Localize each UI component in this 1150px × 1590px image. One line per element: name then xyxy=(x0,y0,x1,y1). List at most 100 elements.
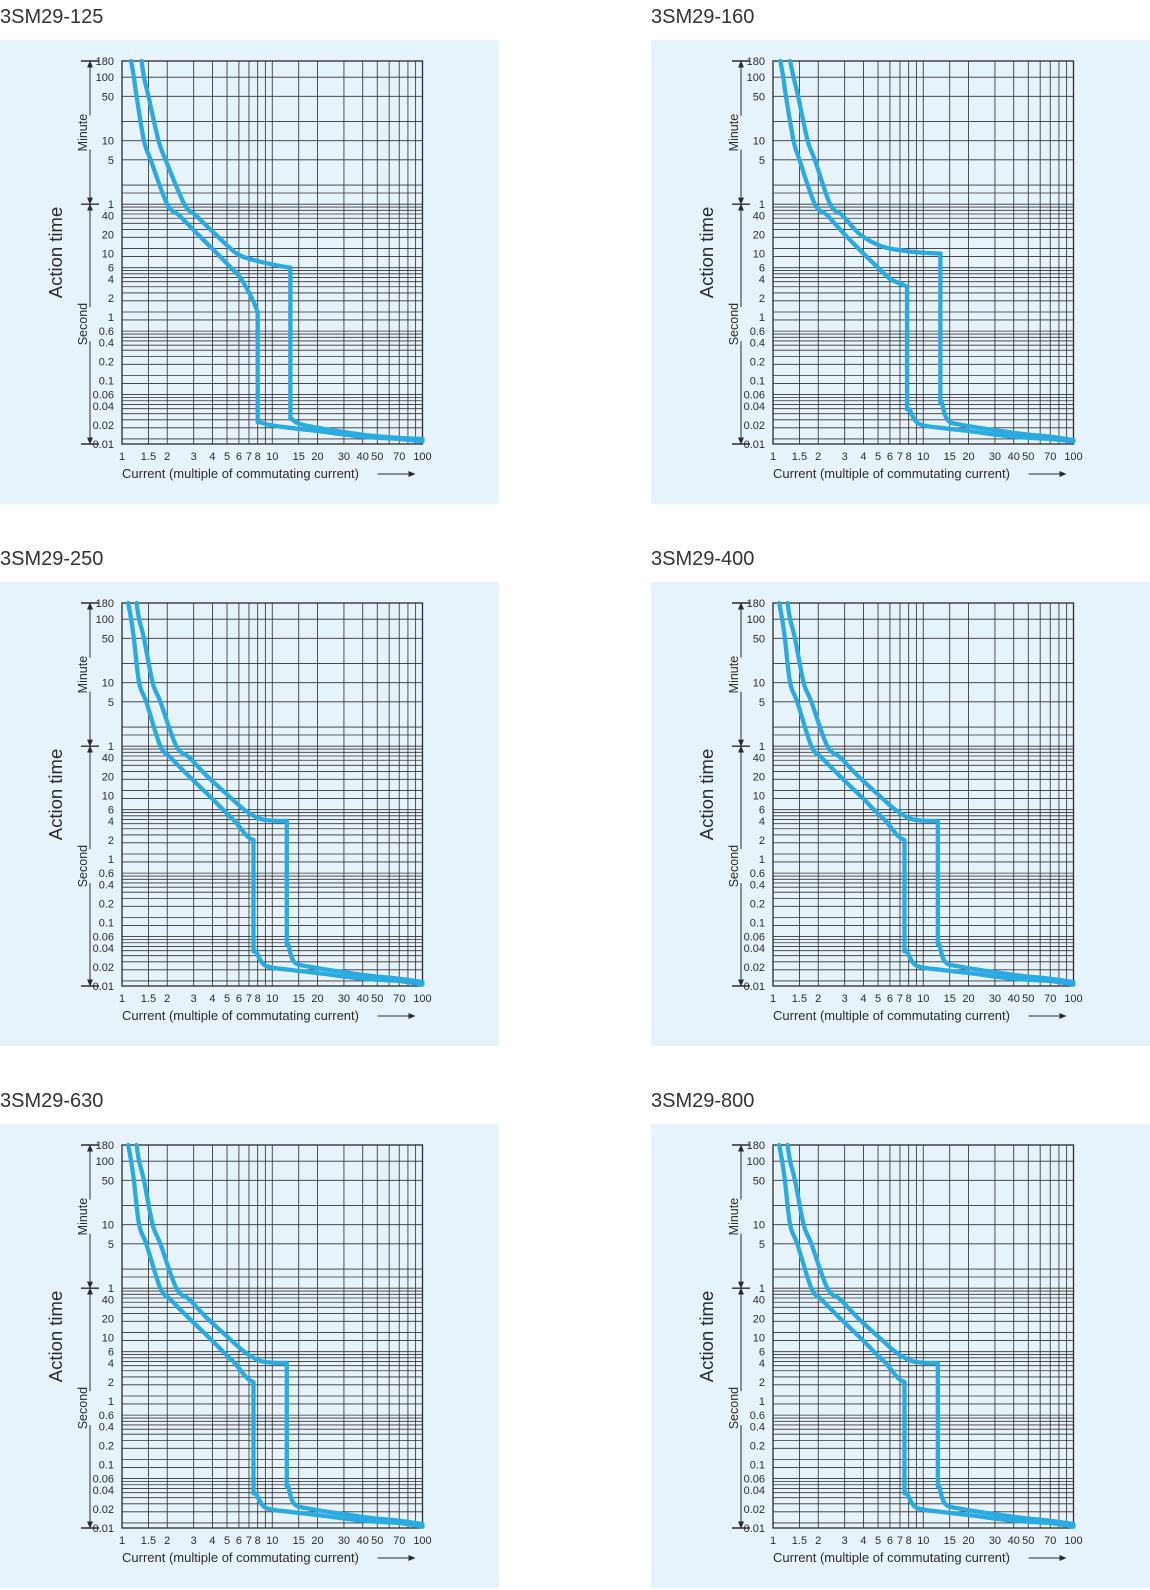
svg-text:100: 100 xyxy=(413,993,431,1005)
svg-text:10: 10 xyxy=(753,678,765,690)
svg-text:100: 100 xyxy=(96,614,114,626)
svg-text:Second: Second xyxy=(727,845,741,887)
svg-text:1: 1 xyxy=(759,854,765,866)
svg-text:6: 6 xyxy=(887,451,893,463)
svg-text:Action time: Action time xyxy=(45,749,66,841)
svg-text:30: 30 xyxy=(338,1535,350,1547)
svg-text:2: 2 xyxy=(815,1535,821,1547)
svg-text:5: 5 xyxy=(875,1535,881,1547)
svg-text:100: 100 xyxy=(96,1156,114,1168)
svg-text:2: 2 xyxy=(164,451,170,463)
svg-text:50: 50 xyxy=(102,633,114,645)
svg-text:40: 40 xyxy=(102,752,114,764)
svg-text:50: 50 xyxy=(753,633,765,645)
svg-text:5: 5 xyxy=(759,1239,765,1251)
svg-text:1: 1 xyxy=(119,993,125,1005)
svg-text:4: 4 xyxy=(108,274,114,286)
svg-text:20: 20 xyxy=(311,1535,323,1547)
svg-text:2: 2 xyxy=(815,993,821,1005)
svg-text:1: 1 xyxy=(770,1535,776,1547)
svg-text:Minute: Minute xyxy=(76,656,90,694)
svg-text:8: 8 xyxy=(255,1535,261,1547)
svg-text:100: 100 xyxy=(96,72,114,84)
svg-text:10: 10 xyxy=(753,249,765,261)
svg-text:3: 3 xyxy=(191,1535,197,1547)
svg-text:1.5: 1.5 xyxy=(792,451,807,463)
svg-text:100: 100 xyxy=(413,1535,431,1547)
svg-text:10: 10 xyxy=(102,678,114,690)
svg-text:50: 50 xyxy=(753,1175,765,1187)
svg-text:100: 100 xyxy=(1064,451,1082,463)
svg-text:40: 40 xyxy=(1008,1535,1020,1547)
svg-text:0.1: 0.1 xyxy=(99,918,114,930)
svg-text:180: 180 xyxy=(747,598,765,610)
svg-text:0.04: 0.04 xyxy=(93,401,114,413)
svg-text:1.5: 1.5 xyxy=(141,1535,156,1547)
svg-text:8: 8 xyxy=(906,451,912,463)
svg-text:100: 100 xyxy=(1064,1535,1082,1547)
svg-text:5: 5 xyxy=(759,697,765,709)
svg-text:30: 30 xyxy=(989,993,1001,1005)
svg-text:5: 5 xyxy=(108,155,114,167)
svg-text:2: 2 xyxy=(108,293,114,305)
svg-text:40: 40 xyxy=(1008,993,1020,1005)
svg-text:20: 20 xyxy=(102,229,114,241)
svg-text:0.02: 0.02 xyxy=(744,962,765,974)
svg-text:0.02: 0.02 xyxy=(93,420,114,432)
svg-text:0.4: 0.4 xyxy=(99,879,114,891)
svg-text:0.01: 0.01 xyxy=(744,981,765,993)
svg-text:5: 5 xyxy=(108,697,114,709)
svg-text:3: 3 xyxy=(842,993,848,1005)
svg-text:Current (multiple of commutati: Current (multiple of commutating current… xyxy=(122,1550,359,1565)
svg-text:1: 1 xyxy=(759,312,765,324)
svg-text:7: 7 xyxy=(897,1535,903,1547)
svg-text:0.1: 0.1 xyxy=(750,1460,765,1472)
svg-text:Minute: Minute xyxy=(76,114,90,152)
svg-text:Second: Second xyxy=(76,845,90,887)
svg-text:1: 1 xyxy=(108,1396,114,1408)
svg-text:10: 10 xyxy=(102,1333,114,1345)
svg-text:15: 15 xyxy=(293,993,305,1005)
svg-text:1: 1 xyxy=(770,993,776,1005)
svg-text:Action time: Action time xyxy=(696,207,717,299)
svg-text:0.2: 0.2 xyxy=(99,898,114,910)
svg-text:20: 20 xyxy=(753,1313,765,1325)
svg-text:10: 10 xyxy=(753,791,765,803)
svg-text:10: 10 xyxy=(753,1220,765,1232)
svg-text:4: 4 xyxy=(860,993,866,1005)
svg-text:3: 3 xyxy=(191,451,197,463)
svg-text:2: 2 xyxy=(759,293,765,305)
svg-text:4: 4 xyxy=(209,993,215,1005)
svg-text:30: 30 xyxy=(989,451,1001,463)
svg-text:50: 50 xyxy=(1022,451,1034,463)
svg-text:20: 20 xyxy=(753,771,765,783)
svg-text:40: 40 xyxy=(753,1294,765,1306)
svg-text:0.1: 0.1 xyxy=(750,918,765,930)
svg-text:0.04: 0.04 xyxy=(744,1485,765,1497)
svg-text:0.1: 0.1 xyxy=(99,1460,114,1472)
svg-text:180: 180 xyxy=(96,56,114,68)
svg-text:50: 50 xyxy=(371,993,383,1005)
svg-text:30: 30 xyxy=(989,1535,1001,1547)
svg-text:10: 10 xyxy=(753,136,765,148)
svg-text:Current (multiple of commutati: Current (multiple of commutating current… xyxy=(773,466,1010,481)
svg-text:5: 5 xyxy=(875,451,881,463)
svg-text:6: 6 xyxy=(887,993,893,1005)
svg-text:5: 5 xyxy=(224,451,230,463)
svg-text:0.2: 0.2 xyxy=(750,356,765,368)
svg-text:Second: Second xyxy=(727,1387,741,1429)
svg-text:7: 7 xyxy=(897,451,903,463)
svg-text:20: 20 xyxy=(102,771,114,783)
svg-text:0.1: 0.1 xyxy=(750,376,765,388)
svg-text:0.4: 0.4 xyxy=(750,879,765,891)
svg-text:50: 50 xyxy=(102,1175,114,1187)
svg-text:0.4: 0.4 xyxy=(750,1421,765,1433)
svg-text:0.4: 0.4 xyxy=(750,337,765,349)
svg-text:2: 2 xyxy=(108,1377,114,1389)
svg-text:10: 10 xyxy=(102,1220,114,1232)
svg-text:180: 180 xyxy=(96,1140,114,1152)
svg-text:1: 1 xyxy=(108,854,114,866)
svg-text:70: 70 xyxy=(393,1535,405,1547)
svg-text:15: 15 xyxy=(293,451,305,463)
svg-text:10: 10 xyxy=(917,451,929,463)
